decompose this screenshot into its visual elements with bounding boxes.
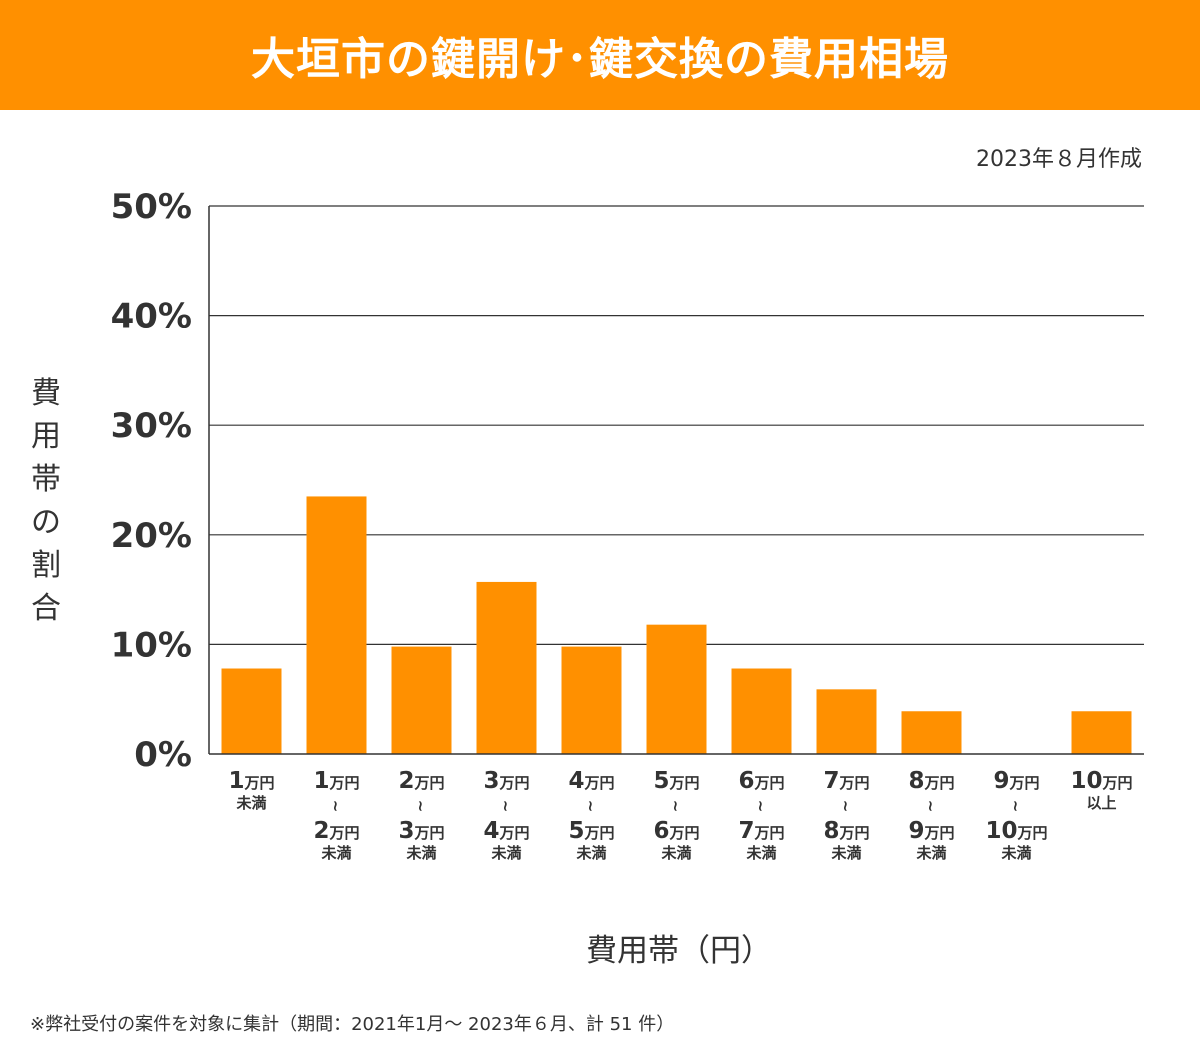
x-tick-amount: 4万円 <box>483 818 529 844</box>
x-tick-amount: 8万円 <box>908 768 954 794</box>
x-tick-qualifier: 未満 <box>235 794 266 812</box>
created-date-note: 2023年８月作成 <box>976 147 1142 172</box>
x-tick-labels: 1万円未満1万円~2万円未満2万円~3万円未満3万円~4万円未満4万円~5万円未… <box>228 768 1132 862</box>
x-tick-qualifier: 未満 <box>830 844 861 862</box>
y-tick-label: 20% <box>111 516 192 556</box>
y-axis-label-char: の <box>31 505 61 540</box>
x-tick-qualifier: 未満 <box>745 844 776 862</box>
bar <box>476 581 537 754</box>
x-tick-amount: 7万円 <box>823 768 869 794</box>
x-tick-amount: 9万円 <box>908 818 954 844</box>
x-tick-amount: 2万円 <box>398 768 444 794</box>
x-tick-amount: 5万円 <box>568 818 614 844</box>
x-tick-amount: 3万円 <box>398 818 444 844</box>
bar <box>816 689 877 754</box>
x-tick-amount: 9万円 <box>993 768 1039 794</box>
bar <box>901 711 962 754</box>
axes <box>208 206 1144 755</box>
y-tick-label: 30% <box>111 406 192 446</box>
footnote: ※弊社受付の案件を対象に集計（期間：2021年1月～ 2023年６月、計 51 … <box>30 1014 675 1035</box>
x-tick-amount: 2万円 <box>313 818 359 844</box>
x-tick-qualifier: 未満 <box>320 844 351 862</box>
x-tick-range-mark: ~ <box>497 800 515 813</box>
x-tick-range-mark: ~ <box>837 800 855 813</box>
x-tick-qualifier: 未満 <box>915 844 946 862</box>
x-tick-amount: 1万円 <box>228 768 274 794</box>
y-axis-label-char: 用 <box>31 419 61 454</box>
x-tick-range-mark: ~ <box>1007 800 1025 813</box>
y-tick-label: 40% <box>111 297 192 337</box>
x-tick-qualifier: 未満 <box>1000 844 1031 862</box>
x-tick-amount: 10万円 <box>1070 768 1132 794</box>
x-tick-amount: 10万円 <box>985 818 1047 844</box>
x-tick-qualifier: 未満 <box>405 844 436 862</box>
x-tick-qualifier: 以上 <box>1086 794 1116 812</box>
y-axis-label-char: 帯 <box>31 462 61 497</box>
x-tick-range-mark: ~ <box>582 800 600 813</box>
x-tick-amount: 7万円 <box>738 818 784 844</box>
y-tick-label: 0% <box>134 735 192 775</box>
bar <box>391 646 452 754</box>
x-tick-range-mark: ~ <box>412 800 430 813</box>
x-tick-amount: 8万円 <box>823 818 869 844</box>
x-tick-range-mark: ~ <box>922 800 940 813</box>
bar <box>561 646 622 754</box>
x-tick-amount: 4万円 <box>568 768 614 794</box>
bars <box>221 496 1132 754</box>
x-tick-amount: 3万円 <box>483 768 529 794</box>
y-tick-labels: 0% 10% 20% 30% 40% 50% <box>111 187 192 775</box>
chart-title: 大垣市の鍵開け･鍵交換の費用相場 <box>251 34 949 85</box>
y-tick-label: 50% <box>111 187 192 227</box>
x-axis-label: 費用帯（円） <box>586 933 772 969</box>
x-tick-qualifier: 未満 <box>660 844 691 862</box>
x-tick-amount: 5万円 <box>653 768 699 794</box>
x-tick-range-mark: ~ <box>667 800 685 813</box>
bar <box>1071 711 1132 754</box>
x-tick-amount: 6万円 <box>738 768 784 794</box>
y-axis-label-char: 合 <box>31 591 61 626</box>
x-tick-amount: 1万円 <box>313 768 359 794</box>
header-banner: 大垣市の鍵開け･鍵交換の費用相場 <box>0 0 1200 110</box>
bar <box>306 496 367 754</box>
bar <box>221 668 282 754</box>
bar <box>731 668 792 754</box>
x-tick-range-mark: ~ <box>327 800 345 813</box>
x-tick-amount: 6万円 <box>653 818 699 844</box>
y-tick-label: 10% <box>111 625 192 665</box>
y-axis-label: 費用帯の割合 <box>26 372 66 630</box>
x-tick-range-mark: ~ <box>752 800 770 813</box>
x-tick-qualifier: 未満 <box>490 844 521 862</box>
bar <box>646 624 707 754</box>
y-axis-label-char: 費 <box>31 376 61 411</box>
y-axis-label-char: 割 <box>31 548 61 583</box>
x-tick-qualifier: 未満 <box>575 844 606 862</box>
